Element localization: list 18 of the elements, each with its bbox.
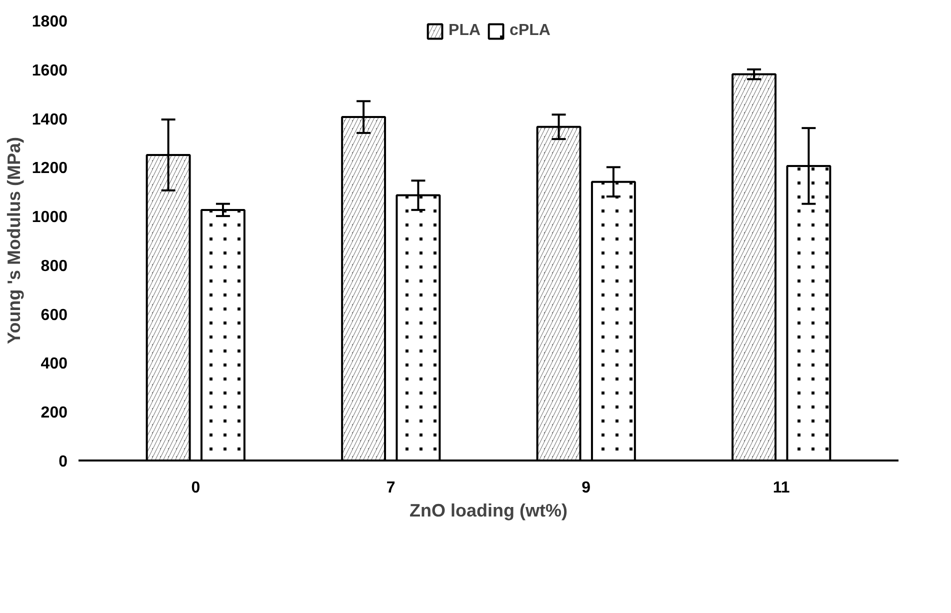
y-tick-label: 1200 <box>32 160 68 178</box>
legend-label: cPLA <box>510 22 550 40</box>
x-axis-title: ZnO loading (wt%) <box>410 500 568 520</box>
y-tick-label: 400 <box>40 356 68 373</box>
x-tick-label: 11 <box>772 480 790 496</box>
legend-label: PLA <box>448 22 481 40</box>
y-axis-title: Young 's Modulus (MPa) <box>4 137 24 344</box>
y-tick-label: 200 <box>40 404 68 422</box>
y-tick-label: 600 <box>40 306 68 324</box>
y-tick-label: 1400 <box>32 111 68 128</box>
x-tick-label: 9 <box>582 480 591 496</box>
y-tick-label: 0 <box>58 454 68 470</box>
x-tick-label: 0 <box>191 480 200 496</box>
y-tick-label: 800 <box>40 258 68 275</box>
y-tick-label: 1600 <box>32 62 68 80</box>
x-tick-label: 7 <box>386 480 396 496</box>
y-tick-label: 1800 <box>32 14 68 30</box>
y-tick-label: 1000 <box>32 209 68 226</box>
